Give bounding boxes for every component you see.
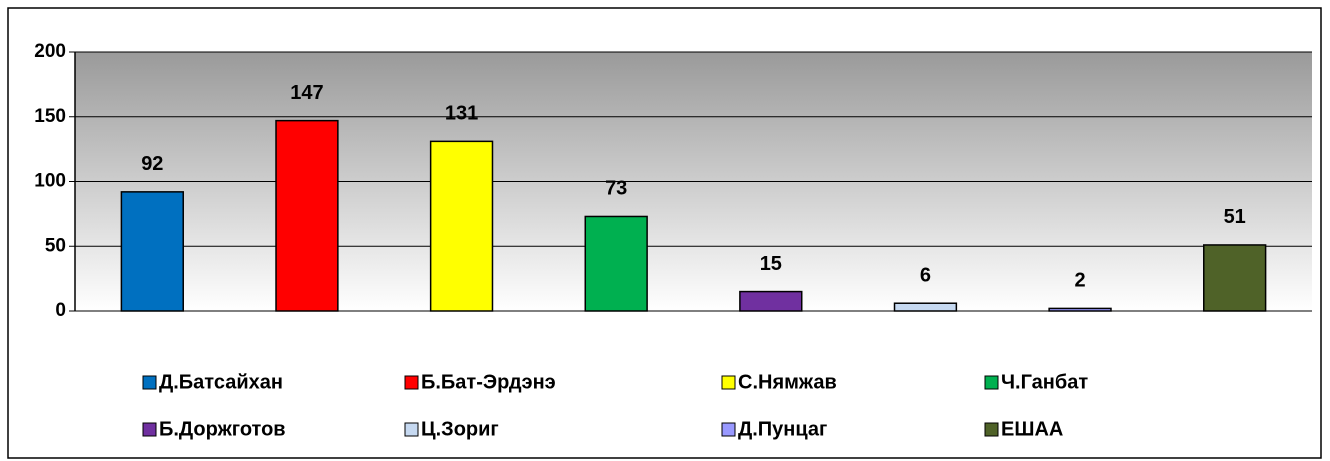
legend-label: ЕШАА — [1001, 418, 1063, 440]
value-label: 2 — [1075, 270, 1086, 292]
y-tick-label: 150 — [34, 106, 66, 127]
legend-label: Ч.Ганбат — [1001, 371, 1088, 393]
y-tick-label: 200 — [34, 41, 66, 62]
value-label: 6 — [920, 265, 931, 287]
legend-swatch — [984, 422, 999, 437]
value-label: 147 — [290, 82, 323, 104]
bar — [275, 119, 339, 312]
bar — [893, 302, 958, 312]
legend-swatch — [142, 375, 157, 390]
legend-swatch — [721, 375, 736, 390]
bar — [739, 290, 803, 312]
value-label: 73 — [605, 178, 627, 200]
legend-swatch — [404, 375, 419, 390]
value-label: 51 — [1224, 206, 1246, 228]
legend-label: Ц.Зориг — [421, 418, 499, 440]
legend-swatch — [142, 422, 157, 437]
bar — [584, 215, 648, 312]
y-tick-label: 50 — [45, 235, 66, 256]
value-label: 131 — [445, 103, 478, 125]
legend-swatch — [984, 375, 999, 390]
legend-label: Б.Доржготов — [159, 418, 286, 440]
bar — [1203, 244, 1267, 312]
legend-label: С.Нямжав — [738, 371, 837, 393]
bar — [120, 191, 184, 312]
legend-label: Б.Бат-Эрдэнэ — [421, 371, 556, 393]
legend-label: Д.Батсайхан — [159, 371, 283, 393]
legend-swatch — [721, 422, 736, 437]
legend-swatch — [404, 422, 419, 437]
legend-label: Д.Пунцаг — [738, 418, 827, 440]
value-label: 15 — [760, 253, 782, 275]
y-tick-label: 100 — [34, 171, 66, 192]
value-label: 92 — [141, 153, 163, 175]
bar — [429, 140, 494, 312]
bar — [1048, 307, 1112, 312]
y-tick-label: 0 — [55, 300, 66, 321]
